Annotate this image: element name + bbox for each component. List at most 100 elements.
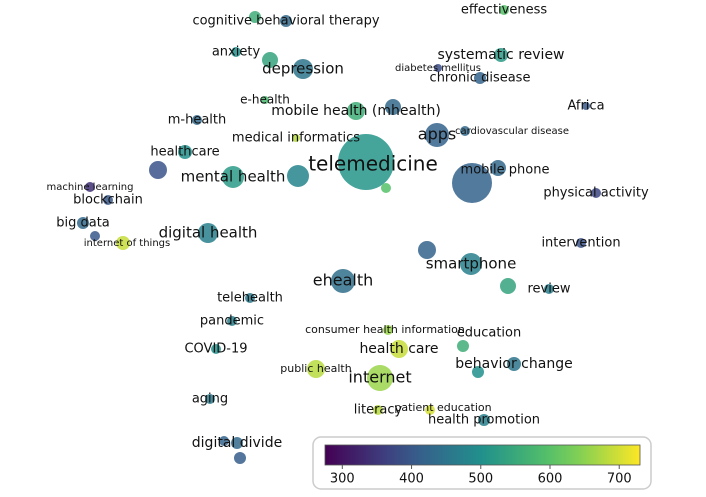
- node-label: pandemic: [200, 314, 264, 329]
- node-label: machine learning: [47, 182, 134, 193]
- node-label: apps: [418, 125, 456, 144]
- node-label: literacy: [354, 403, 403, 418]
- node: [390, 340, 408, 358]
- node: [338, 134, 394, 190]
- node: [280, 15, 292, 27]
- node-label: health care: [359, 341, 438, 357]
- node-label: consumer health information: [305, 323, 465, 336]
- node: [490, 160, 506, 176]
- node: [383, 325, 393, 335]
- node: [460, 126, 470, 136]
- node-label: intervention: [541, 236, 620, 251]
- node: [452, 163, 492, 203]
- node: [262, 52, 278, 68]
- node: [245, 293, 255, 303]
- node-label: aging: [192, 392, 228, 407]
- node-label: diabetes mellitus: [395, 63, 481, 74]
- tick-label: 700: [607, 472, 632, 487]
- node-label: smartphone: [426, 255, 517, 273]
- node: [293, 59, 313, 79]
- node: [472, 366, 484, 378]
- node-label: patient education: [394, 401, 491, 414]
- node: [231, 47, 241, 57]
- node: [234, 452, 246, 464]
- tick-label: 400: [399, 472, 424, 487]
- node-label: chronic disease: [430, 71, 531, 86]
- node-label: mental health: [181, 168, 286, 186]
- node-label: public health: [280, 362, 351, 375]
- node: [249, 11, 261, 23]
- node-label: blockchain: [73, 193, 143, 208]
- node-label: behavior change: [455, 356, 572, 372]
- node: [77, 217, 89, 229]
- node: [347, 102, 365, 120]
- node-label: systematic review: [437, 47, 564, 63]
- node-label: education: [457, 326, 522, 341]
- node: [231, 437, 243, 449]
- node-label: anxiety: [212, 45, 261, 60]
- node: [192, 115, 202, 125]
- node: [178, 145, 192, 159]
- node: [85, 182, 95, 192]
- node: [494, 48, 508, 62]
- node: [576, 238, 586, 248]
- node: [418, 241, 436, 259]
- node-label: cardiovascular disease: [455, 126, 569, 137]
- node: [198, 223, 218, 243]
- node: [507, 357, 521, 371]
- node-label: big data: [56, 216, 110, 231]
- node-label: review: [528, 282, 571, 297]
- node: [331, 269, 355, 293]
- node: [222, 166, 244, 188]
- node-label: telemedicine: [308, 152, 438, 176]
- node-label: health promotion: [428, 413, 540, 428]
- tick-label: 300: [330, 472, 355, 487]
- node: [544, 284, 554, 294]
- node-label: medical informatics: [232, 131, 360, 146]
- colorbar: [324, 444, 641, 466]
- node: [425, 405, 435, 415]
- node: [499, 5, 509, 15]
- node-label: internet: [348, 368, 411, 387]
- node-label: Africa: [567, 99, 604, 114]
- node-label: telehealth: [217, 291, 283, 306]
- node-label: ehealth: [313, 271, 374, 290]
- node: [287, 165, 309, 187]
- node: [116, 236, 130, 250]
- node-label: effectiveness: [461, 3, 548, 18]
- node: [434, 64, 442, 72]
- node-label: COVID-19: [184, 342, 247, 357]
- node: [474, 72, 486, 84]
- node: [103, 195, 113, 205]
- node: [149, 161, 167, 179]
- node: [381, 183, 391, 193]
- node: [500, 278, 516, 294]
- node: [367, 365, 393, 391]
- node-label: digital health: [159, 224, 258, 242]
- node: [90, 231, 100, 241]
- tick-label: 500: [468, 472, 493, 487]
- node-label: e-health: [240, 93, 290, 107]
- node: [219, 436, 229, 446]
- node-label: healthcare: [150, 145, 219, 160]
- node: [292, 134, 300, 142]
- node-label: physical activity: [543, 186, 649, 201]
- node-label: digital divide: [192, 435, 282, 451]
- node-label: depression: [262, 60, 344, 78]
- node: [261, 96, 269, 104]
- node-label: cognitive behavioral therapy: [192, 14, 379, 29]
- node: [307, 360, 325, 378]
- node: [582, 102, 590, 110]
- node: [211, 344, 221, 354]
- node-label: internet of things: [84, 238, 170, 249]
- node-label: m-health: [168, 113, 227, 128]
- node: [227, 316, 237, 326]
- node: [591, 188, 601, 198]
- node: [478, 414, 490, 426]
- node-label: mobile phone: [461, 163, 550, 178]
- node: [457, 340, 469, 352]
- node: [205, 394, 215, 404]
- node-label: mobile health (mhealth): [271, 103, 441, 119]
